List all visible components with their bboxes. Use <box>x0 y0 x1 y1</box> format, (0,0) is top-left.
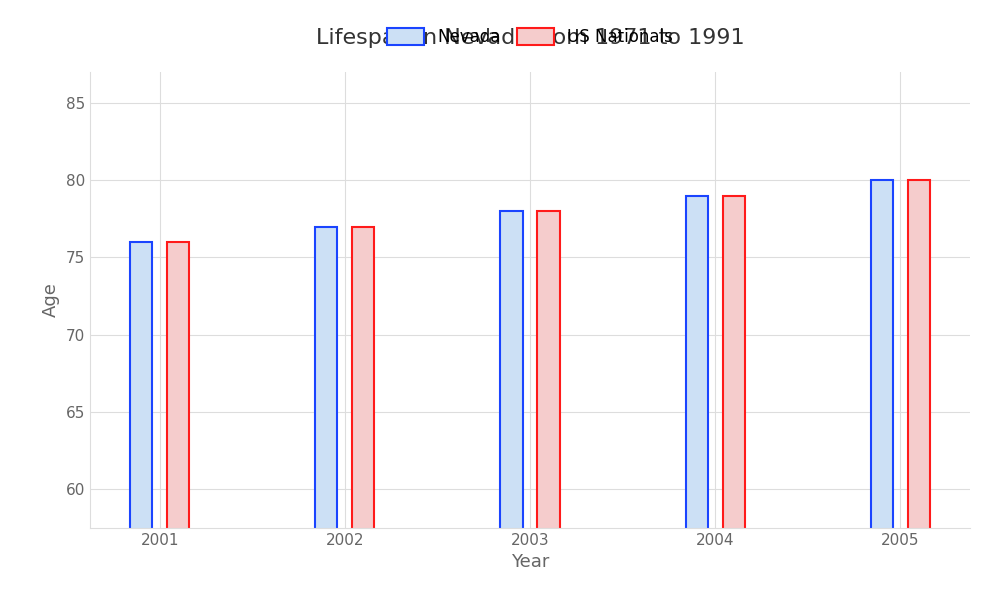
Y-axis label: Age: Age <box>42 283 60 317</box>
Bar <box>871 180 893 600</box>
Bar <box>908 180 930 600</box>
Bar <box>537 211 560 600</box>
Bar <box>315 227 337 600</box>
Title: Lifespan in Nevada from 1971 to 1991: Lifespan in Nevada from 1971 to 1991 <box>316 28 744 48</box>
Bar <box>686 196 708 600</box>
X-axis label: Year: Year <box>511 553 549 571</box>
Bar <box>130 242 152 600</box>
Bar <box>723 196 745 600</box>
Bar <box>167 242 189 600</box>
Bar <box>352 227 374 600</box>
Legend: Nevada, US Nationals: Nevada, US Nationals <box>380 21 680 53</box>
Bar <box>500 211 523 600</box>
